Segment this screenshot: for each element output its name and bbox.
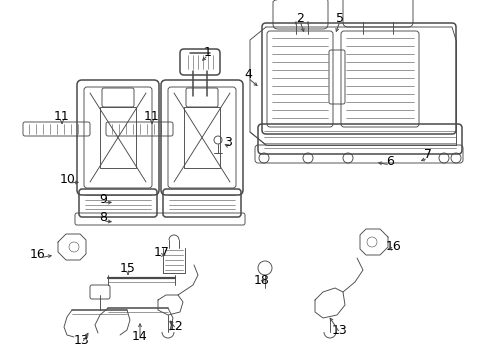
Text: 2: 2 bbox=[295, 12, 304, 24]
Text: 9: 9 bbox=[99, 193, 107, 207]
Text: 14: 14 bbox=[132, 329, 147, 342]
Text: 7: 7 bbox=[423, 148, 431, 162]
Text: 13: 13 bbox=[331, 324, 347, 337]
Text: 1: 1 bbox=[203, 45, 211, 58]
Text: 17: 17 bbox=[154, 246, 170, 258]
Text: 10: 10 bbox=[60, 174, 76, 186]
Text: 3: 3 bbox=[224, 136, 231, 149]
Text: 11: 11 bbox=[144, 111, 160, 123]
Text: 15: 15 bbox=[120, 261, 136, 274]
Text: 16: 16 bbox=[386, 239, 401, 252]
Text: 16: 16 bbox=[30, 248, 46, 261]
Text: 12: 12 bbox=[168, 320, 183, 333]
Bar bbox=[100, 107, 136, 168]
Text: 11: 11 bbox=[54, 111, 70, 123]
Text: 6: 6 bbox=[385, 156, 393, 168]
Bar bbox=[183, 107, 220, 168]
Text: 13: 13 bbox=[74, 333, 90, 346]
Text: 8: 8 bbox=[99, 211, 107, 225]
Text: 5: 5 bbox=[335, 12, 343, 24]
Text: 4: 4 bbox=[244, 68, 251, 81]
Text: 18: 18 bbox=[254, 274, 269, 287]
